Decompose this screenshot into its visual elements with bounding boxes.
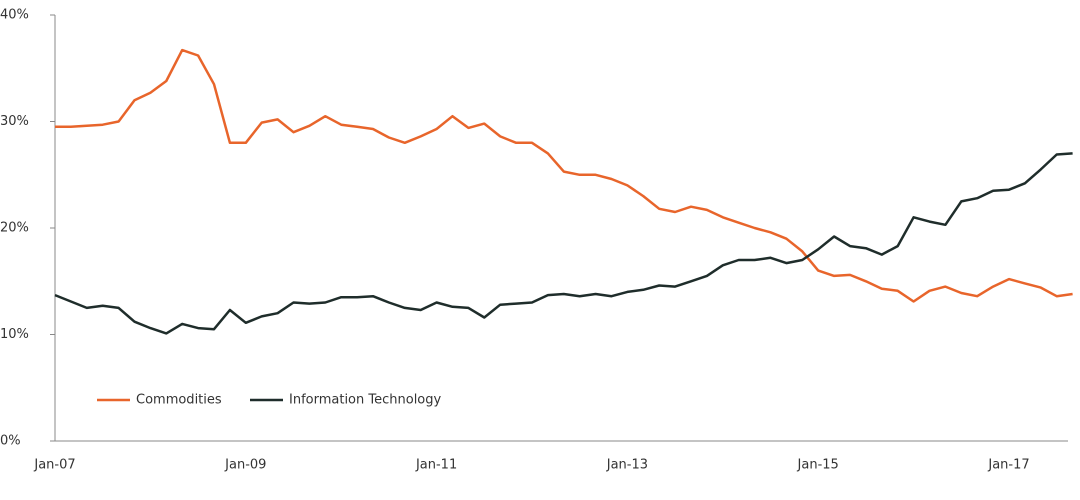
- legend-label: Information Technology: [289, 393, 442, 408]
- legend-label: Commodities: [136, 393, 222, 408]
- x-tick-label: Jan-09: [224, 458, 266, 473]
- series-line: [55, 48, 1073, 303]
- y-tick-label: 20%: [0, 221, 29, 236]
- y-tick-label: 0%: [0, 434, 21, 449]
- x-tick-label: Jan-07: [33, 458, 75, 473]
- x-tick-label: Jan-15: [797, 458, 839, 473]
- x-tick-label: Jan-17: [987, 458, 1029, 473]
- y-tick-label: 10%: [0, 327, 29, 342]
- y-tick-label: 30%: [0, 114, 29, 129]
- x-tick-label: Jan-13: [606, 458, 648, 473]
- x-tick-label: Jan-11: [415, 458, 457, 473]
- series-line: [54, 152, 1073, 335]
- y-tick-label: 40%: [0, 8, 29, 23]
